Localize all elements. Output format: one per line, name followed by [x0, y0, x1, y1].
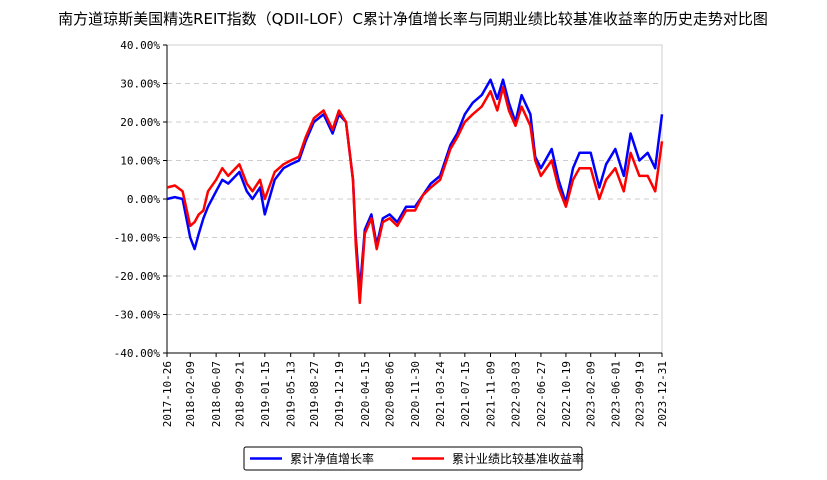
- series-line-nav-growth: [166, 78, 664, 293]
- y-tick-label: 40.00%: [120, 39, 160, 52]
- x-tick-label: 2018-06-07: [210, 361, 223, 427]
- legend-label: 累计业绩比较基准收益率: [452, 451, 584, 466]
- x-tick-label: 2018-09-21: [233, 361, 246, 427]
- x-tick-label: 2022-03-03: [509, 361, 522, 427]
- x-tick-label: 2017-10-26: [161, 361, 174, 427]
- x-tick-label: 2021-07-15: [459, 361, 472, 427]
- x-tick-label: 2020-04-15: [359, 361, 372, 427]
- y-tick-label: -10.00%: [114, 232, 161, 245]
- legend: 累计净值增长率 累计业绩比较基准收益率: [243, 446, 584, 471]
- x-tick-label: 2022-10-19: [560, 361, 573, 427]
- y-tick-label: -40.00%: [114, 347, 161, 360]
- x-tick-label: 2021-03-24: [434, 361, 447, 428]
- series-lines: [166, 78, 664, 305]
- grid-lines: [167, 83, 662, 315]
- x-axis: 2017-10-26 2018-02-09 2018-06-07 2018-09-21…: [161, 352, 669, 428]
- y-tick-label: 0.00%: [127, 193, 160, 206]
- legend-label: 累计净值增长率: [290, 451, 374, 466]
- x-tick-label: 2023-12-31: [656, 361, 669, 427]
- y-axis: 40.00% 30.00% 20.00% 10.00% 0.00% -10.00% -20.…: [114, 39, 168, 360]
- x-tick-label: 2020-11-30: [409, 361, 422, 427]
- x-tick-label: 2019-01-15: [259, 361, 272, 427]
- x-tick-label: 2023-02-09: [585, 361, 598, 427]
- chart-title: 南方道琼斯美国精选REIT指数（QDII-LOF）C累计净值增长率与同期业绩比较…: [58, 10, 768, 28]
- x-tick-label: 2022-06-27: [535, 361, 548, 427]
- y-tick-label: 20.00%: [120, 116, 160, 129]
- y-tick-label: -30.00%: [114, 309, 161, 322]
- x-tick-label: 2019-05-13: [285, 361, 298, 427]
- x-tick-label: 2023-06-01: [609, 361, 622, 427]
- x-tick-label: 2023-09-19: [633, 361, 646, 427]
- x-tick-label: 2020-08-06: [384, 361, 397, 427]
- y-tick-label: 10.00%: [120, 155, 160, 168]
- x-tick-label: 2019-08-27: [308, 361, 321, 427]
- x-tick-label: 2019-12-19: [333, 361, 346, 427]
- x-tick-label: 2021-11-09: [484, 361, 497, 427]
- series-line-benchmark: [166, 86, 664, 305]
- y-tick-label: -20.00%: [114, 270, 161, 283]
- x-tick-label: 2018-02-09: [184, 361, 197, 427]
- y-tick-label: 30.00%: [120, 78, 160, 91]
